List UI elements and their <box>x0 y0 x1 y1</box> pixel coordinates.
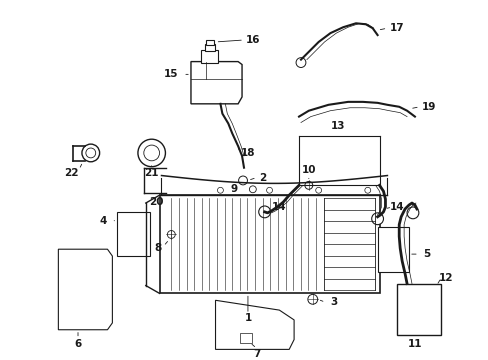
Text: 1: 1 <box>244 313 251 323</box>
Circle shape <box>217 187 223 193</box>
Polygon shape <box>191 62 242 104</box>
Text: 15: 15 <box>164 69 178 79</box>
Circle shape <box>315 187 321 193</box>
Circle shape <box>238 176 247 185</box>
Polygon shape <box>201 50 218 63</box>
Text: 18: 18 <box>240 148 255 158</box>
Text: 14: 14 <box>271 202 286 212</box>
Text: 14: 14 <box>389 202 404 212</box>
Circle shape <box>82 144 100 162</box>
Polygon shape <box>117 212 149 256</box>
Text: 16: 16 <box>245 35 260 45</box>
Circle shape <box>249 186 256 193</box>
Polygon shape <box>205 40 213 45</box>
Circle shape <box>86 148 96 158</box>
Circle shape <box>167 230 175 238</box>
Circle shape <box>406 207 418 219</box>
Polygon shape <box>204 44 214 51</box>
Text: 11: 11 <box>407 339 421 350</box>
Text: 3: 3 <box>330 297 337 307</box>
Polygon shape <box>377 226 408 272</box>
Polygon shape <box>58 249 112 330</box>
Polygon shape <box>396 284 441 335</box>
Text: 10: 10 <box>301 165 315 175</box>
Text: 2: 2 <box>259 172 266 183</box>
Circle shape <box>258 206 270 218</box>
Text: 21: 21 <box>144 168 159 177</box>
Text: 5: 5 <box>422 249 429 259</box>
Text: 6: 6 <box>74 339 81 350</box>
Circle shape <box>305 181 312 189</box>
Text: 20: 20 <box>149 197 163 207</box>
Circle shape <box>307 294 317 304</box>
Polygon shape <box>215 300 293 350</box>
Circle shape <box>143 145 159 161</box>
Text: 12: 12 <box>438 273 453 283</box>
Text: 13: 13 <box>330 121 345 131</box>
Text: 19: 19 <box>421 102 435 112</box>
Text: 22: 22 <box>64 168 78 177</box>
Polygon shape <box>159 195 379 293</box>
Circle shape <box>295 58 305 67</box>
Circle shape <box>138 139 165 167</box>
Text: 8: 8 <box>154 243 161 253</box>
Circle shape <box>266 187 272 193</box>
Text: 4: 4 <box>100 216 107 226</box>
Circle shape <box>371 213 383 225</box>
Text: 7: 7 <box>253 349 260 359</box>
Text: 9: 9 <box>230 184 237 194</box>
Text: 17: 17 <box>389 23 404 33</box>
Circle shape <box>364 187 370 193</box>
Polygon shape <box>240 333 251 342</box>
